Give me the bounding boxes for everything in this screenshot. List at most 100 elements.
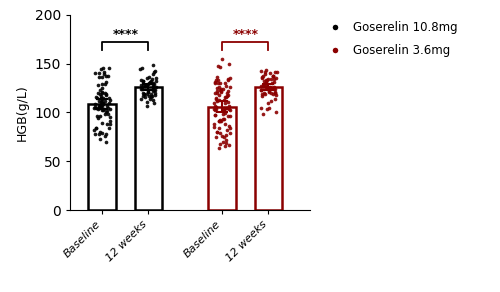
Point xyxy=(140,84,147,89)
Point xyxy=(257,87,265,92)
Point xyxy=(225,103,233,108)
Point xyxy=(104,74,112,79)
Point xyxy=(216,117,224,122)
Point xyxy=(96,103,104,108)
Point xyxy=(220,116,228,121)
Point xyxy=(102,91,110,96)
Bar xyxy=(88,104,116,210)
Point xyxy=(106,114,114,119)
Point xyxy=(224,77,232,81)
Point xyxy=(256,84,264,88)
Point xyxy=(140,83,148,88)
Point xyxy=(148,93,156,98)
Point xyxy=(262,79,270,84)
Point xyxy=(94,91,102,95)
Point xyxy=(98,81,106,86)
Point xyxy=(104,106,112,110)
Point xyxy=(218,133,226,138)
Point xyxy=(92,126,100,131)
Point xyxy=(264,89,272,93)
Point xyxy=(224,77,232,82)
Point xyxy=(150,82,158,87)
Point xyxy=(259,112,267,117)
Point xyxy=(266,90,274,95)
Point xyxy=(150,91,158,95)
Point xyxy=(106,98,114,102)
Point xyxy=(226,85,234,90)
Point xyxy=(270,84,278,89)
Point xyxy=(91,105,99,110)
Bar xyxy=(134,87,162,210)
Point xyxy=(266,85,274,90)
Point xyxy=(92,126,100,130)
Y-axis label: HGB(g/L): HGB(g/L) xyxy=(16,84,29,141)
Point xyxy=(218,57,226,62)
Point xyxy=(144,82,152,86)
Point xyxy=(216,65,224,69)
Point xyxy=(104,103,112,108)
Point xyxy=(216,131,224,135)
Point xyxy=(143,76,151,81)
Point xyxy=(150,89,158,93)
Point xyxy=(261,71,269,76)
Point xyxy=(226,75,234,80)
Point xyxy=(96,104,104,108)
Point xyxy=(222,105,230,110)
Point xyxy=(145,81,153,86)
Point xyxy=(150,70,158,74)
Point xyxy=(267,77,275,82)
Point xyxy=(270,80,278,85)
Point xyxy=(90,127,98,132)
Point xyxy=(152,79,160,83)
Point xyxy=(221,95,229,100)
Point xyxy=(226,61,234,66)
Point xyxy=(152,75,160,80)
Point xyxy=(102,132,110,137)
Point xyxy=(138,91,146,95)
Point xyxy=(219,112,227,116)
Point xyxy=(262,81,270,86)
Point xyxy=(98,108,106,112)
Point xyxy=(94,116,102,121)
Point xyxy=(214,78,222,83)
Point xyxy=(220,106,228,111)
Point xyxy=(272,93,280,98)
Point xyxy=(216,88,224,92)
Point xyxy=(210,112,218,117)
Point xyxy=(271,87,279,91)
Point xyxy=(95,98,103,103)
Point xyxy=(144,90,152,95)
Point xyxy=(267,98,275,103)
Point xyxy=(138,97,145,101)
Point xyxy=(214,126,222,130)
Point xyxy=(105,66,113,71)
Bar xyxy=(208,107,236,210)
Point xyxy=(219,117,227,121)
Point xyxy=(148,79,156,84)
Point xyxy=(259,74,267,78)
Point xyxy=(96,114,104,118)
Point xyxy=(139,79,147,84)
Point xyxy=(148,77,156,81)
Point xyxy=(150,101,158,106)
Point xyxy=(100,69,108,74)
Point xyxy=(212,134,220,139)
Point xyxy=(93,95,101,100)
Point xyxy=(210,101,218,106)
Point xyxy=(216,81,224,85)
Point xyxy=(144,90,152,95)
Point xyxy=(226,114,234,118)
Point xyxy=(216,141,224,146)
Point xyxy=(222,84,230,88)
Point xyxy=(102,110,110,114)
Point xyxy=(270,86,278,91)
Point xyxy=(102,74,110,79)
Point xyxy=(139,79,147,84)
Point xyxy=(138,66,146,71)
Point xyxy=(152,84,160,89)
Point xyxy=(220,100,228,105)
Point xyxy=(221,111,229,116)
Point xyxy=(212,97,220,102)
Point xyxy=(102,111,110,116)
Point xyxy=(272,110,280,114)
